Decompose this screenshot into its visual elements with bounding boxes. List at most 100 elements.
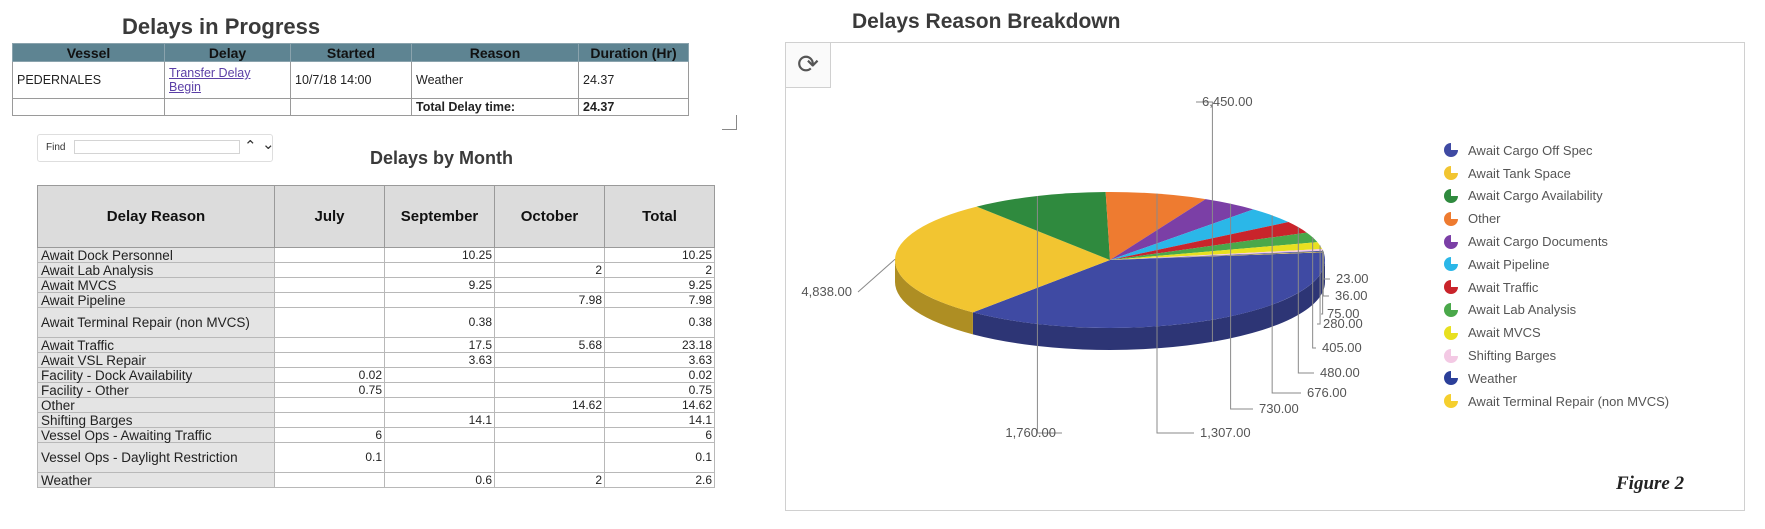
- legend-item[interactable]: Await Cargo Off Spec: [1444, 139, 1669, 162]
- leader-line: [1230, 203, 1253, 410]
- leader-line: [1321, 249, 1324, 315]
- value-cell: [494, 442, 605, 473]
- data-label: 405.00: [1322, 340, 1362, 355]
- legend-item[interactable]: Await Lab Analysis: [1444, 299, 1669, 322]
- leader-line: [1271, 215, 1301, 394]
- transfer-delay-link[interactable]: Transfer Delay Begin: [169, 66, 251, 94]
- legend-label: Await Cargo Documents: [1468, 234, 1608, 250]
- value-cell: 7.98: [494, 292, 605, 308]
- pie-slice[interactable]: [976, 192, 1110, 260]
- table-row: Shifting Barges 14.1 14.1: [37, 412, 715, 428]
- find-input[interactable]: [74, 140, 240, 154]
- pie-slice-icon: [1444, 394, 1458, 409]
- pie-slice-icon: [1444, 280, 1458, 295]
- value-cell: 0.38: [384, 307, 495, 338]
- table-row: Await MVCS 9.25 9.25: [37, 277, 715, 293]
- table-row: Await Dock Personnel 10.25 10.25: [37, 247, 715, 263]
- leader-line: [1317, 245, 1321, 325]
- data-label: 75.00: [1327, 306, 1360, 321]
- legend-item[interactable]: Await Cargo Availability: [1444, 185, 1669, 208]
- data-label: 676.00: [1307, 385, 1347, 400]
- legend-item[interactable]: Await MVCS: [1444, 321, 1669, 344]
- pie-slice[interactable]: [1110, 222, 1307, 260]
- resize-handle[interactable]: [722, 115, 737, 130]
- pie-slice[interactable]: [972, 252, 1325, 328]
- legend-item[interactable]: Await Traffic: [1444, 276, 1669, 299]
- pie-slice[interactable]: [1110, 199, 1254, 260]
- chevron-up-icon[interactable]: ⌃: [244, 138, 257, 155]
- legend-item[interactable]: Await Pipeline: [1444, 253, 1669, 276]
- delays-reason-breakdown-title: Delays Reason Breakdown: [852, 10, 1121, 33]
- data-label: 23.00: [1336, 271, 1369, 286]
- value-cell: 0.6: [384, 472, 495, 488]
- legend-label: Await Lab Analysis: [1468, 302, 1577, 318]
- table-row: PEDERNALES Transfer Delay Begin 10/7/18 1…: [12, 61, 689, 99]
- delays-in-progress-table: Vessel Delay Started Reason Duration (Hr…: [12, 43, 689, 116]
- pie-slice-icon: [1444, 143, 1458, 158]
- legend-label: Await Cargo Availability: [1468, 188, 1603, 204]
- table-row: Vessel Ops - Daylight Restriction 0.1 0.1: [37, 442, 715, 473]
- header-delay-reason: Delay Reason: [37, 185, 275, 248]
- value-cell: 14.1: [384, 412, 495, 428]
- legend-label: Await MVCS: [1468, 325, 1541, 341]
- pie-slice[interactable]: [1110, 209, 1289, 260]
- legend-label: Await Tank Space: [1468, 165, 1571, 181]
- delays-in-progress-title: Delays in Progress: [122, 14, 321, 39]
- leader-line: [1297, 227, 1314, 374]
- table-row: Await Pipeline 7.98 7.98: [37, 292, 715, 308]
- legend-item[interactable]: Await Tank Space: [1444, 162, 1669, 185]
- table-row: Other 14.62 14.62: [37, 397, 715, 413]
- data-label: 730.00: [1259, 401, 1299, 416]
- pie-slice-icon: [1444, 371, 1458, 386]
- pie-slice[interactable]: [1105, 191, 1206, 260]
- value-cell: 0.75: [604, 382, 715, 398]
- leader-line: [1036, 195, 1062, 434]
- chevron-down-icon[interactable]: ⌄: [262, 136, 275, 153]
- legend-label: Shifting Barges: [1468, 348, 1557, 364]
- legend-item[interactable]: Shifting Barges: [1444, 344, 1669, 367]
- pie-slice[interactable]: [1110, 251, 1324, 260]
- total-delay-value: 24.37: [578, 98, 689, 116]
- chart-legend: Await Cargo Off Spec Await Tank Space Awai…: [1444, 139, 1669, 413]
- legend-label: Await Pipeline: [1468, 256, 1550, 272]
- legend-label: Await Traffic: [1468, 279, 1539, 295]
- pie-slice-icon: [1444, 348, 1458, 363]
- delays-by-month-table: Delay Reason July September October Tota…: [37, 185, 715, 488]
- data-label: 1,307.00: [1200, 425, 1251, 440]
- pie-slice[interactable]: [1110, 232, 1318, 260]
- pie-slice[interactable]: [1110, 242, 1323, 260]
- pie-slice-icon: [1444, 166, 1458, 181]
- pie-slice[interactable]: [1110, 248, 1324, 260]
- legend-item[interactable]: Weather: [1444, 367, 1669, 390]
- pie-slice[interactable]: [1110, 250, 1324, 260]
- legend-label: Weather: [1468, 370, 1517, 386]
- legend-label: Await Terminal Repair (non MVCS): [1468, 393, 1670, 409]
- delay-reason-cell: Await Terminal Repair (non MVCS): [37, 307, 275, 338]
- pie-slice-icon: [1444, 234, 1458, 249]
- legend-item[interactable]: Other: [1444, 207, 1669, 230]
- header-duration: Duration (Hr): [578, 43, 689, 62]
- data-label: 4,838.00: [801, 284, 852, 299]
- value-cell: 0.38: [604, 307, 715, 338]
- data-label: 1,760.00: [1005, 425, 1056, 440]
- value-cell: 0.02: [274, 367, 385, 383]
- table-row: Await Terminal Repair (non MVCS) 0.38 0.38: [37, 307, 715, 338]
- header-july: July: [274, 185, 385, 248]
- started-cell: 10/7/18 14:00: [290, 61, 412, 99]
- find-label: Find: [46, 142, 66, 153]
- leader-line: [1323, 252, 1330, 280]
- data-label: 6,450.00: [1202, 94, 1253, 109]
- pie-slice[interactable]: [895, 206, 1110, 313]
- data-label: 480.00: [1320, 365, 1360, 380]
- pie-slice-icon: [1444, 302, 1458, 317]
- header-delay: Delay: [164, 43, 291, 62]
- legend-item[interactable]: Await Terminal Repair (non MVCS): [1444, 390, 1669, 413]
- legend-item[interactable]: Await Cargo Documents: [1444, 230, 1669, 253]
- delay-reason-cell: Await Pipeline: [37, 292, 275, 308]
- vessel-cell: PEDERNALES: [12, 61, 165, 99]
- refresh-icon[interactable]: ⟳: [785, 42, 831, 88]
- delay-reason-cell: Other: [37, 397, 275, 413]
- delay-reason-cell: Await Lab Analysis: [37, 262, 275, 278]
- value-cell: 0.1: [604, 442, 715, 473]
